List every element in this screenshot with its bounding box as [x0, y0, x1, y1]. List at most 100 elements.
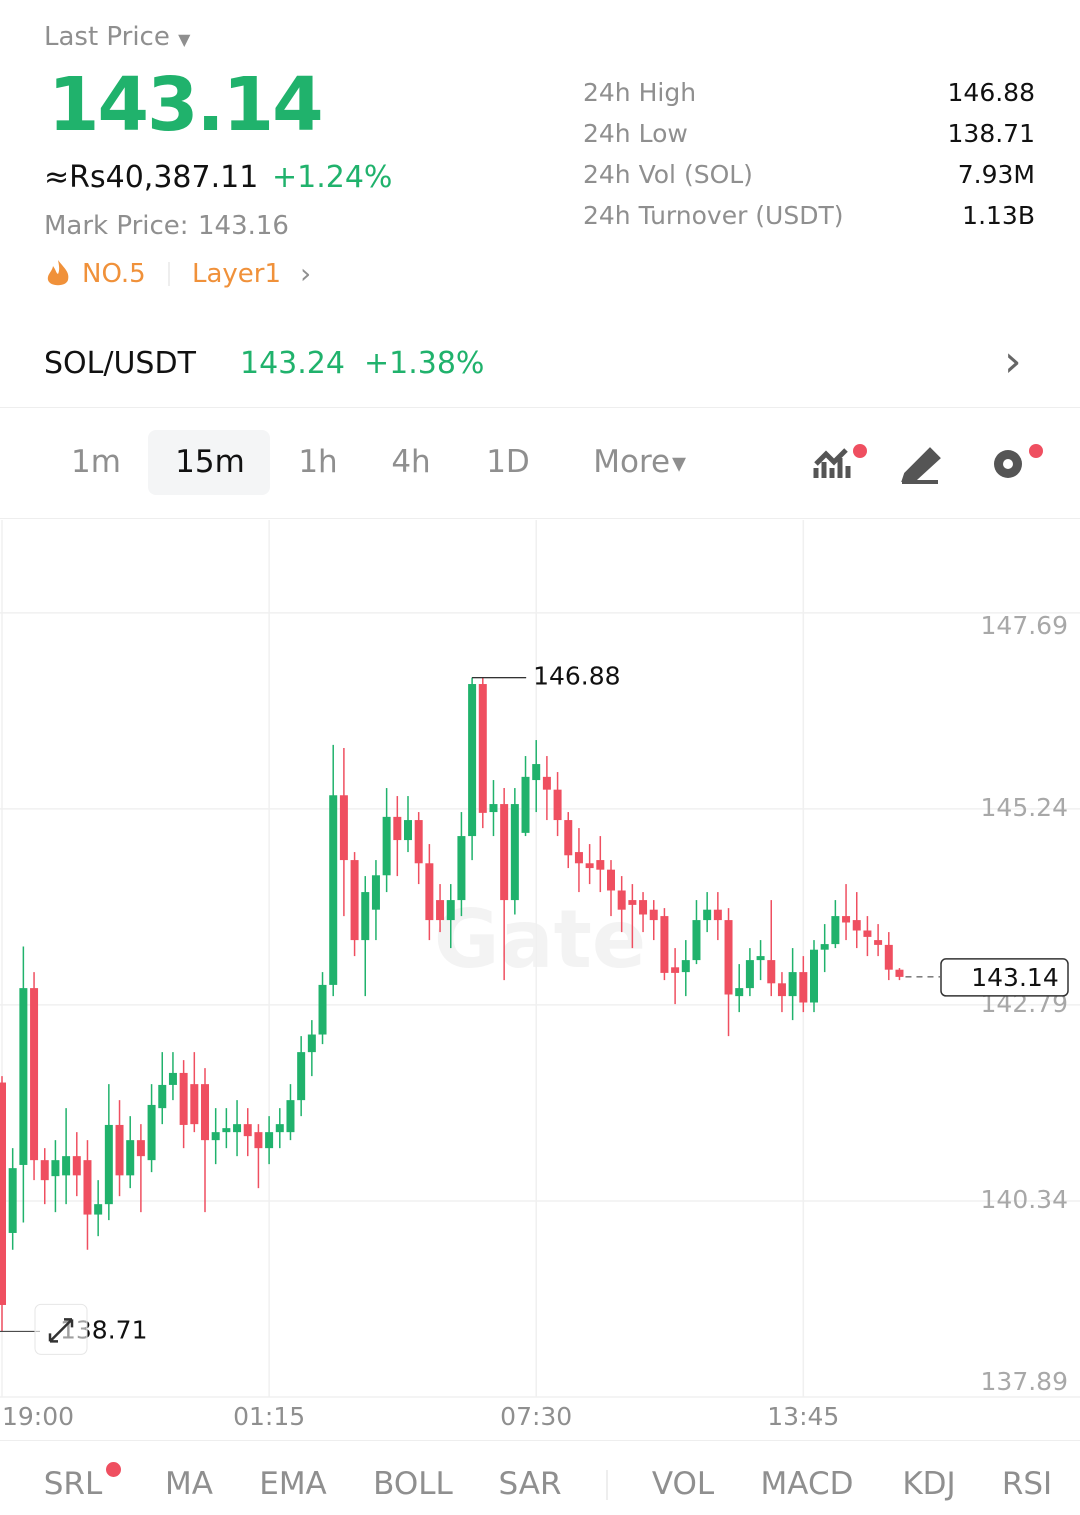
candle-body: [596, 860, 605, 870]
candle-body: [478, 684, 487, 813]
stat-label: 24h Low: [583, 119, 688, 148]
candle-body: [254, 1132, 263, 1149]
candle-body: [40, 1160, 49, 1181]
candle-body: [136, 1140, 145, 1157]
label: Last Price: [44, 22, 170, 52]
pair-chevron[interactable]: ›: [1004, 336, 1022, 387]
candle-body: [863, 930, 872, 937]
candle-body: [799, 972, 808, 1003]
indicator-tab[interactable]: KDJ: [902, 1466, 956, 1502]
indicator-tab[interactable]: BOLL: [373, 1466, 453, 1502]
badge: [853, 444, 867, 458]
timeframe-tab[interactable]: More: [593, 444, 671, 480]
candle-body: [745, 960, 754, 989]
pair-name[interactable]: SOL/USDT: [44, 346, 196, 381]
draw-icon[interactable]: [901, 447, 941, 484]
toolbar-icons: [813, 444, 1043, 484]
candle-body: [574, 852, 583, 864]
y-tick-label: 147.69: [981, 611, 1068, 640]
candle-body: [510, 804, 519, 901]
candle-body: [62, 1156, 71, 1176]
stat-label: 24h High: [583, 78, 697, 107]
chevron: ›: [300, 257, 312, 290]
sector-tag[interactable]: Layer1: [192, 259, 282, 289]
mark-price-label: Mark Price:: [44, 211, 189, 241]
candle-body: [756, 956, 765, 961]
candle-body: [767, 960, 776, 984]
candle-body: [30, 988, 39, 1161]
candle-body: [425, 863, 434, 921]
candle-body: [810, 949, 818, 1003]
stat-value: 7.93M: [957, 160, 1035, 189]
candle-body: [72, 1156, 81, 1176]
separator: [0, 518, 1080, 519]
timeframe-tab[interactable]: 1m: [71, 444, 121, 480]
last-price-tag: [940, 958, 1069, 997]
high-marker-label: 146.88: [533, 662, 620, 691]
candle-body: [275, 1124, 284, 1133]
timeframe-tab[interactable]: 1D: [486, 444, 530, 480]
expand-icon: [48, 1318, 74, 1343]
candle-body: [831, 916, 840, 945]
candle-body: [243, 1124, 252, 1137]
indicator-tab[interactable]: EMA: [259, 1466, 327, 1502]
candle-body: [329, 795, 338, 985]
candle-body: [286, 1100, 295, 1133]
indicator-tab[interactable]: RSI: [1001, 1466, 1053, 1502]
candle-body: [703, 909, 712, 921]
y-tick-label: 137.89: [981, 1367, 1068, 1396]
indicator-icon[interactable]: [813, 448, 851, 478]
timeframe-tab[interactable]: 15m: [175, 444, 245, 480]
candle-body: [553, 789, 562, 821]
candle-body: [371, 875, 380, 910]
change: +1.24%: [272, 160, 393, 195]
stat-value: 138.71: [947, 119, 1035, 148]
candle-body: [147, 1104, 156, 1161]
candle-body: [468, 684, 477, 837]
candle-body: [168, 1072, 177, 1085]
x-tick-label: 13:45: [767, 1402, 839, 1431]
indicator-tab[interactable]: SRL: [43, 1466, 103, 1502]
candle-body: [94, 1204, 103, 1215]
candle-body: [852, 920, 861, 931]
pair-price: 143.24: [240, 346, 345, 381]
candle-body: [201, 1084, 209, 1141]
candle-body: [83, 1160, 92, 1215]
candle-body: [8, 1168, 17, 1233]
candle-body: [404, 820, 412, 841]
candle-body: [436, 900, 445, 921]
candle-body: [692, 920, 701, 961]
timeframe-tab[interactable]: 1h: [298, 444, 338, 480]
divider: [168, 262, 170, 286]
divider: [606, 1470, 608, 1500]
candle-body: [639, 900, 648, 915]
candle-body: [361, 892, 370, 941]
rank-tag[interactable]: NO.5: [82, 259, 146, 289]
indicator-tab[interactable]: SAR: [498, 1466, 562, 1502]
fire-icon: [47, 260, 69, 286]
y-tick-label: 140.34: [981, 1185, 1068, 1214]
timeframe-tab[interactable]: 4h: [391, 444, 431, 480]
last-price-label[interactable]: Last Price ▼: [44, 22, 190, 52]
candle-body: [895, 969, 904, 977]
candle-body: [521, 776, 530, 833]
stat-label: 24h Turnover (USDT): [583, 201, 844, 230]
indicator-tab[interactable]: VOL: [651, 1466, 715, 1502]
candle-body: [542, 776, 551, 790]
candle-body: [393, 816, 402, 841]
fiat-price: ≈Rs40,387.11: [44, 160, 259, 195]
candle-body: [222, 1128, 231, 1133]
candle-body: [446, 900, 455, 921]
candle-body: [842, 916, 851, 923]
candle-body: [820, 944, 829, 950]
indicator-tab[interactable]: MA: [165, 1466, 213, 1502]
x-tick-label: 07:30: [500, 1402, 572, 1431]
candle-body: [339, 795, 348, 861]
candle-body: [104, 1124, 113, 1205]
stat-label: 24h Vol (SOL): [583, 160, 753, 189]
selected-tab-bg: [148, 430, 270, 495]
y-tick-label: 145.24: [981, 793, 1068, 822]
indicator-tab[interactable]: MACD: [760, 1466, 854, 1502]
candle-body: [318, 984, 327, 1035]
